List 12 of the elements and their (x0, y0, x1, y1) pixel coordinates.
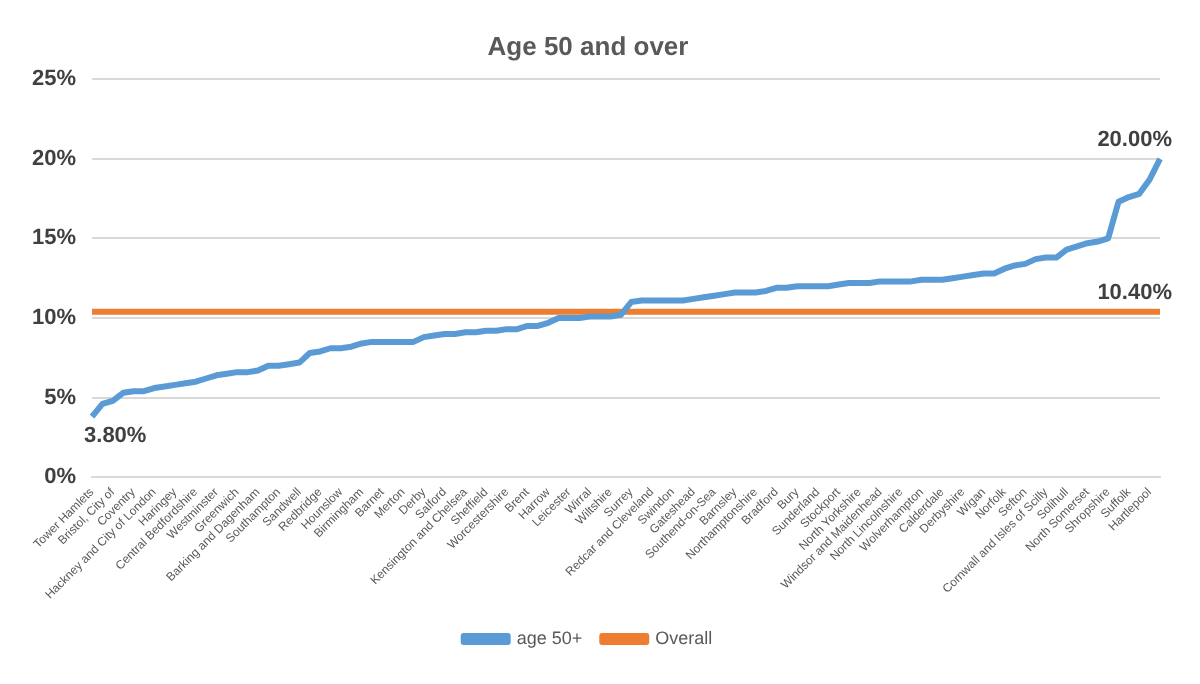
y-tick-label: 5% (44, 385, 77, 410)
y-tick-label: 0% (44, 465, 77, 490)
data-label: 10.40% (1097, 280, 1173, 305)
chart-title: Age 50 and over (487, 30, 689, 61)
y-tick-label: 25% (31, 67, 77, 92)
legend-label: age 50+ (516, 627, 583, 648)
legend-label: Overall (655, 627, 713, 648)
y-tick-label: 20% (31, 146, 77, 171)
y-tick-label: 10% (31, 306, 77, 331)
data-label: 3.80% (84, 423, 147, 448)
data-label: 20.00% (1097, 127, 1173, 152)
y-tick-label: 15% (31, 226, 77, 251)
